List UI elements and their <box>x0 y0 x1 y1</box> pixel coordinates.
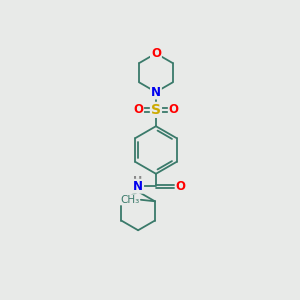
Text: O: O <box>169 103 179 116</box>
Text: H: H <box>134 176 143 186</box>
Text: O: O <box>176 180 186 193</box>
Text: N: N <box>151 85 161 98</box>
Text: CH₃: CH₃ <box>120 195 140 205</box>
Text: O: O <box>151 47 161 60</box>
Text: N: N <box>133 180 143 193</box>
Text: S: S <box>151 103 161 117</box>
Text: O: O <box>133 103 143 116</box>
